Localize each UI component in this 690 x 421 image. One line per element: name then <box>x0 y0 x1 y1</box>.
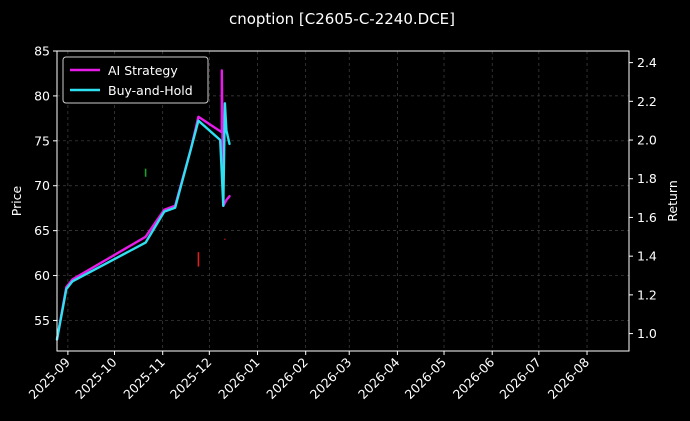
legend: AI Strategy Buy-and-Hold <box>62 56 209 104</box>
right-axis: 1.0 1.2 1.4 1.6 1.8 2.0 2.2 2.4 <box>629 55 657 341</box>
right-tick-label: 1.8 <box>637 171 657 186</box>
plot-frame <box>56 50 630 352</box>
left-tick-label: 80 <box>34 88 50 103</box>
left-tick-label: 85 <box>34 44 50 59</box>
right-tick-label: 1.4 <box>637 249 657 264</box>
left-tick-label: 65 <box>34 223 50 238</box>
legend-box <box>62 56 209 104</box>
series-layer <box>55 69 231 341</box>
left-tick-label: 60 <box>34 268 50 283</box>
right-tick-label: 2.4 <box>637 55 657 70</box>
left-axis: 55 60 65 70 75 80 85 <box>34 44 57 328</box>
right-tick-label: 1.0 <box>637 326 657 341</box>
right-tick-label: 2.0 <box>637 133 657 148</box>
y-axis-right-label: Return <box>665 180 680 221</box>
series-line-buy-and-hold <box>55 102 231 341</box>
chart-title: cnoption [C2605-C-2240.DCE] <box>229 10 455 28</box>
left-tick-label: 75 <box>34 133 50 148</box>
legend-label-ai-strategy: AI Strategy <box>108 63 178 78</box>
left-tick-label: 55 <box>34 313 50 328</box>
right-tick-label: 1.6 <box>637 210 657 225</box>
y-axis-left-label: Price <box>9 185 24 216</box>
right-tick-label: 2.2 <box>637 94 657 109</box>
left-tick-label: 70 <box>34 178 50 193</box>
right-tick-label: 1.2 <box>637 287 657 302</box>
legend-label-buy-and-hold: Buy-and-Hold <box>108 83 193 98</box>
marker-layer <box>144 168 226 267</box>
